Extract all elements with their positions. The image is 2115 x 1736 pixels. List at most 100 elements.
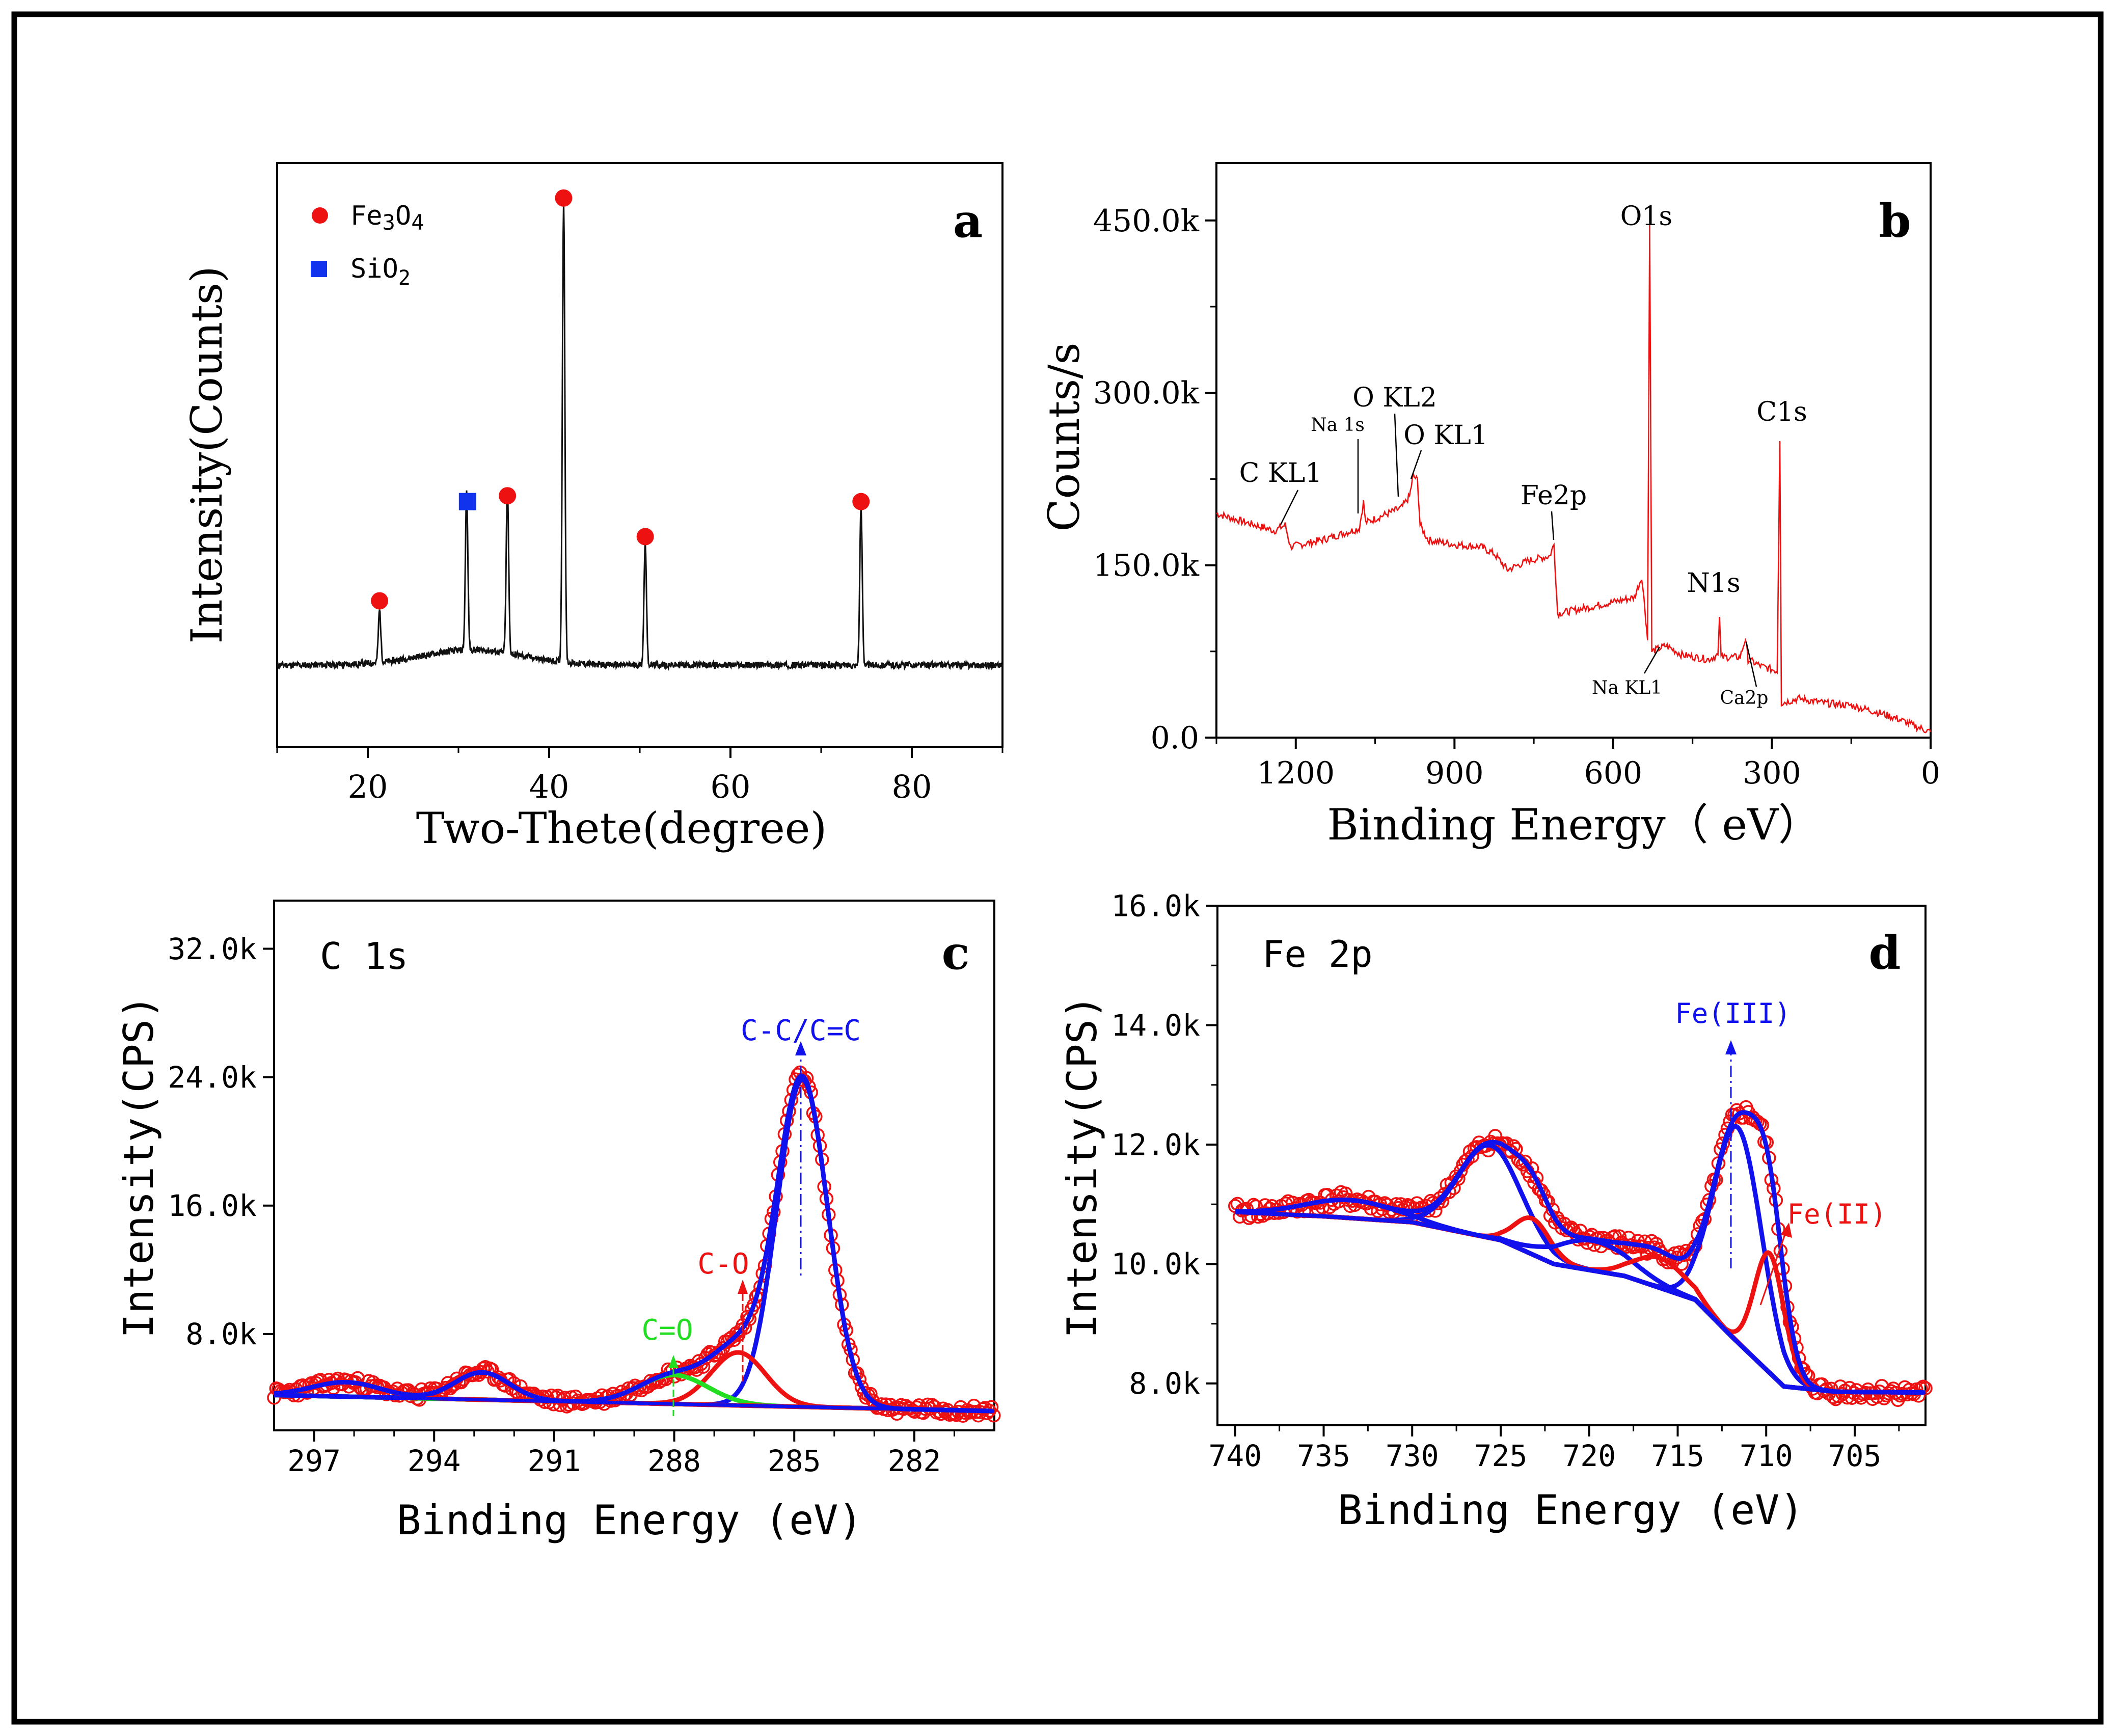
x-tick-label: 710 [1740, 1439, 1793, 1473]
legend-fe3o4-marker [312, 207, 328, 224]
panel-b-annotations: O1s C1s O KL2 Na 1s O KL1 C KL1 Fe2p N1s… [1239, 201, 1807, 709]
legend-sio2-label: SiO2 [350, 254, 411, 290]
legend-sio2-marker [311, 261, 327, 277]
y-tick-label: 16.0k [168, 1188, 257, 1223]
panel-d-label: d [1869, 926, 1901, 980]
d-fe2-arrow-icon [1781, 1223, 1792, 1238]
panel-b-label: b [1879, 194, 1911, 248]
fe3o4-peak-marker [555, 189, 573, 207]
panel-b-tick-labels: 1200 900 600 300 0 0.0 150.0k 300.0k 450.0k [1093, 203, 1940, 791]
fe2p-fit-envelope [1235, 1110, 1924, 1395]
c1s-data-point [727, 1333, 741, 1347]
panel-a-ylabel: Intensity(Counts) [182, 266, 232, 643]
legend-fe3o4-sub1: 3 [383, 210, 395, 235]
x-tick-label: 0 [1921, 755, 1940, 791]
legend-fe3o4-sub2: 4 [411, 210, 424, 235]
anno-c1s: C1s [1756, 397, 1807, 427]
panel-a-phase-markers [371, 189, 870, 610]
d-peak-label-fe3: Fe(III) [1675, 997, 1791, 1029]
anno-fe2p: Fe2p [1521, 480, 1587, 511]
panel-c-label: c [942, 926, 970, 980]
anno-o-kl2: O KL2 [1352, 383, 1437, 413]
panel-a-xrd-pattern [276, 201, 1004, 671]
y-tick-label: 450.0k [1093, 203, 1200, 239]
panel-b-ticks [1205, 219, 1932, 749]
panel-d-tick-labels: 740 735 730 725 720 715 710 705 8.0k 10.0k 12.0k 14… [1111, 888, 1881, 1473]
y-tick-label: 14.0k [1111, 1008, 1200, 1043]
c1s-fit-envelope [274, 1073, 993, 1414]
panel-d-fe2p-chart: 740 735 730 725 720 715 710 705 8.0k 10.0k 12.0k 14… [1059, 888, 1933, 1534]
x-tick-label: 740 [1208, 1439, 1262, 1473]
x-tick-label: 40 [529, 768, 570, 805]
anno-na1s: Na 1s [1311, 415, 1365, 436]
d-peak-label-fe2: Fe(II) [1787, 1198, 1886, 1230]
leader-c-kl1 [1280, 490, 1299, 525]
panel-c-peak-annotations: C-C/C=C C-O C=O [641, 1014, 861, 1416]
x-tick-label: 20 [348, 768, 388, 805]
figure-border [11, 11, 2104, 1725]
fe3o4-peak-marker [852, 493, 870, 510]
x-tick-label: 720 [1562, 1439, 1616, 1473]
sio2-peak-marker [458, 493, 476, 510]
panel-c-xlabel: Binding Energy (eV) [396, 1497, 862, 1544]
x-tick-label: 730 [1386, 1439, 1439, 1473]
x-tick-label: 300 [1743, 755, 1801, 791]
d-fe3-arrow-icon [1725, 1040, 1737, 1054]
panel-d-title: Fe 2p [1262, 933, 1373, 975]
anno-ca2p: Ca2p [1720, 688, 1769, 709]
anno-c-kl1: C KL1 [1239, 458, 1322, 489]
panel-c-ticks [263, 947, 955, 1442]
anno-o-kl1: O KL1 [1403, 420, 1488, 451]
y-tick-label: 16.0k [1111, 888, 1200, 923]
d-fe2-arrow-line [1759, 1228, 1788, 1306]
anno-na-kl1: Na KL1 [1592, 677, 1662, 698]
panel-a-xrd-chart: 20 40 60 80 Fe3O4 SiO2 a Two-Thete(degree) … [182, 162, 1004, 853]
c-co-arrow-icon [738, 1280, 748, 1294]
y-tick-label: 10.0k [1111, 1247, 1200, 1282]
x-tick-label: 1200 [1257, 755, 1335, 791]
leader-o-kl2 [1394, 413, 1399, 497]
panel-a-x-tick-labels: 20 40 60 80 [348, 768, 932, 805]
fe2p-data-point [1239, 1202, 1254, 1216]
panel-a-x-ticks [276, 747, 1004, 758]
fe2p-background [1235, 1210, 1926, 1395]
x-tick-label: 282 [888, 1444, 941, 1478]
panel-b-survey-chart: 1200 900 600 300 0 0.0 150.0k 300.0k 450.0k O1s … [1039, 162, 1940, 850]
panel-d-frame [1216, 905, 1927, 1426]
leader-ca2p [1745, 641, 1757, 687]
c-cc-arrow-icon [795, 1041, 806, 1055]
annotation-leader-lines [1280, 413, 1757, 687]
panel-c-tick-labels: 297 294 291 288 285 282 8.0k 16.0k 24.0k 32.0k [168, 932, 941, 1478]
x-tick-label: 705 [1828, 1439, 1882, 1473]
y-tick-label: 150.0k [1093, 548, 1200, 584]
y-tick-label: 24.0k [168, 1060, 257, 1095]
panel-b-survey-spectrum [1216, 224, 1932, 734]
legend-sio2-sub: 2 [398, 266, 411, 290]
panel-a-xlabel: Two-Thete(degree) [416, 803, 827, 853]
x-tick-label: 725 [1474, 1439, 1528, 1473]
panel-a-label: a [953, 194, 983, 248]
leader-o-kl1 [1410, 450, 1422, 479]
x-tick-label: 285 [768, 1444, 821, 1478]
x-tick-label: 288 [647, 1444, 701, 1478]
legend-fe3o4-mid: O [395, 201, 411, 231]
c-peak-label-co: C-O [697, 1247, 749, 1281]
legend-sio2-main: SiO [350, 254, 398, 284]
c-peak-label-cc: C-C/C=C [741, 1014, 861, 1047]
x-tick-label: 735 [1297, 1439, 1350, 1473]
y-tick-label: 12.0k [1111, 1127, 1200, 1162]
y-tick-label: 0.0 [1151, 720, 1199, 756]
panel-d-ticks [1206, 905, 1900, 1436]
x-tick-label: 60 [711, 768, 751, 805]
x-tick-label: 900 [1425, 755, 1484, 791]
leader-fe2p [1551, 511, 1555, 540]
panel-d-fitted-components [1235, 1110, 1926, 1395]
x-tick-label: 294 [408, 1444, 461, 1478]
leader-na-kl1 [1643, 646, 1661, 674]
anno-n1s: N1s [1687, 568, 1740, 599]
c-peak-label-c-o-double: C=O [641, 1314, 693, 1347]
y-tick-label: 32.0k [168, 932, 257, 966]
y-tick-label: 8.0k [185, 1317, 257, 1351]
x-tick-label: 297 [287, 1444, 341, 1478]
